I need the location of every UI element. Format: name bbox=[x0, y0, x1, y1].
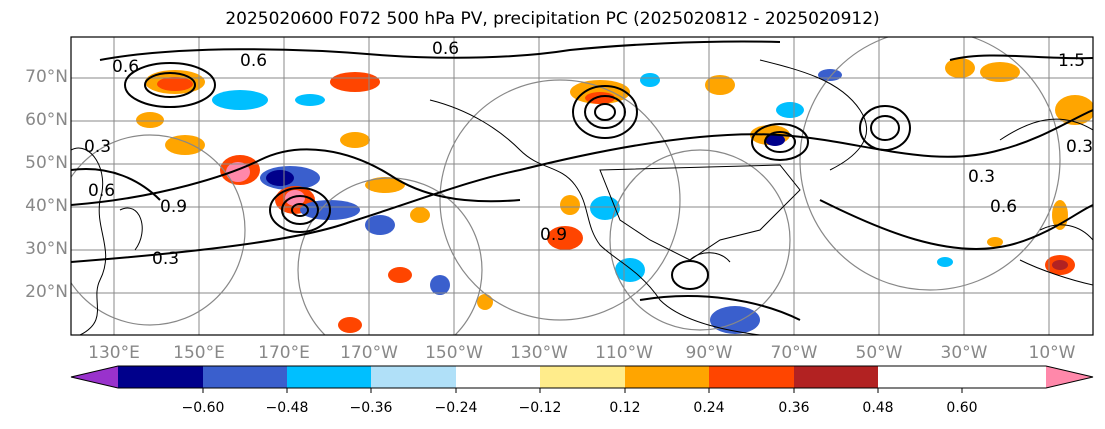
colorbar-bin bbox=[456, 366, 540, 388]
contour-label: 1.5 bbox=[1058, 51, 1085, 71]
colorbar-tick-label: −0.60 bbox=[181, 400, 225, 416]
colorbar-bin bbox=[794, 366, 878, 388]
contour-label: 0.9 bbox=[540, 225, 567, 245]
colorbar-tick-label: 0.36 bbox=[778, 400, 810, 416]
colorbar-bin bbox=[203, 366, 287, 388]
colorbar-outline bbox=[70, 365, 1094, 389]
graticule bbox=[71, 37, 1093, 335]
colorbar-extend-low bbox=[71, 366, 118, 388]
lon-label: 150°E bbox=[173, 343, 225, 363]
lat-label: 50°N bbox=[25, 153, 68, 173]
contour-label: 0.3 bbox=[1066, 137, 1093, 157]
lon-label: 170°W bbox=[340, 343, 398, 363]
lat-label: 70°N bbox=[25, 67, 68, 87]
contour-labels: 0.6 0.6 0.9 0.3 0.3 0.9 0.3 0.6 0.3 0.6 … bbox=[84, 39, 1093, 269]
colorbar-bin bbox=[625, 366, 709, 388]
colorbar-tick-label: −0.24 bbox=[434, 400, 478, 416]
colorbar-extend-high bbox=[1046, 366, 1093, 388]
colorbar-segments bbox=[71, 366, 1093, 388]
colorbar-tick-label: 0.48 bbox=[862, 400, 894, 416]
colorbar-bin bbox=[118, 366, 203, 388]
pv-precip-map: 0.6 0.6 0.9 0.3 0.3 0.9 0.3 0.6 0.3 0.6 … bbox=[70, 36, 1094, 336]
contour-label: 0.6 bbox=[240, 51, 267, 71]
lon-label: 10°W bbox=[1028, 343, 1076, 363]
lat-label: 40°N bbox=[25, 196, 68, 216]
contour-label: 0.6 bbox=[112, 57, 139, 77]
contour-label: 0.3 bbox=[152, 249, 179, 269]
colorbar-bin bbox=[287, 366, 371, 388]
colorbar-tick-label: −0.12 bbox=[518, 400, 562, 416]
lon-label: 110°W bbox=[595, 343, 653, 363]
lat-label: 30°N bbox=[25, 239, 68, 259]
lat-label: 20°N bbox=[25, 282, 68, 302]
lon-label: 130°E bbox=[88, 343, 140, 363]
coastlines bbox=[71, 59, 1093, 335]
map-title: 2025020600 F072 500 hPa PV, precipitatio… bbox=[225, 9, 880, 29]
lon-label: 170°E bbox=[258, 343, 310, 363]
contour-label: 0.6 bbox=[432, 39, 459, 59]
plot-frame bbox=[70, 36, 1094, 336]
colorbar-tick-label: −0.36 bbox=[349, 400, 393, 416]
contour-label: 0.3 bbox=[84, 137, 111, 157]
contour-label: 0.6 bbox=[88, 181, 115, 201]
lon-label: 70°W bbox=[770, 343, 818, 363]
contour-label: 0.3 bbox=[968, 167, 995, 187]
colorbar-bin bbox=[709, 366, 794, 388]
lon-label: 150°W bbox=[425, 343, 483, 363]
lon-label: 130°W bbox=[510, 343, 568, 363]
colorbar-ticks bbox=[202, 388, 963, 393]
contour-label: 0.6 bbox=[990, 197, 1017, 217]
lon-label: 50°W bbox=[855, 343, 903, 363]
colorbar-tick-label: 0.12 bbox=[609, 400, 641, 416]
colorbar-tick-label: −0.48 bbox=[265, 400, 309, 416]
lon-label: 90°W bbox=[685, 343, 733, 363]
lon-label: 30°W bbox=[940, 343, 988, 363]
range-circles bbox=[71, 37, 1061, 335]
colorbar-tick-label: 0.60 bbox=[946, 400, 978, 416]
colorbar-tick-label: 0.24 bbox=[693, 400, 725, 416]
colorbar-bin bbox=[540, 366, 625, 388]
pv-contours bbox=[71, 40, 1093, 321]
contour-label: 0.9 bbox=[160, 197, 187, 217]
colorbar-bin bbox=[371, 366, 456, 388]
lat-label: 60°N bbox=[25, 110, 68, 130]
